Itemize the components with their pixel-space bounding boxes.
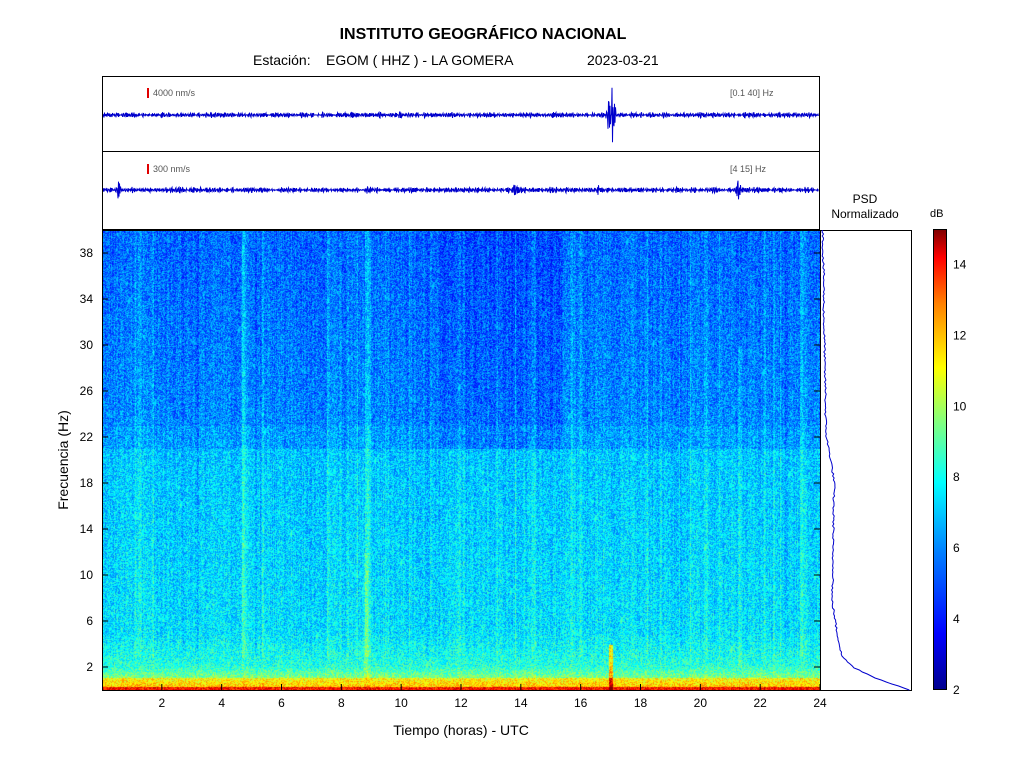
x-tick-label: 18 xyxy=(634,696,648,710)
y-axis-label: Frecuencia (Hz) xyxy=(55,410,71,510)
psd-curve xyxy=(821,230,910,691)
colorbar-tick-label: 12 xyxy=(953,328,967,342)
colorbar-tick-label: 6 xyxy=(953,541,960,555)
colorbar-ticks: 2 4 6 8 10 12 14 xyxy=(953,257,967,697)
colorbar-tick-label: 2 xyxy=(953,683,960,697)
x-tick-label: 4 xyxy=(218,696,225,710)
y-tick-label: 14 xyxy=(80,522,94,536)
x-tick-label: 24 xyxy=(813,696,827,710)
amplitude-label: 4000 nm/s xyxy=(153,88,196,98)
x-tick-label: 10 xyxy=(394,696,408,710)
trace-panel-broadband: 4000 nm/s [0.1 40] Hz xyxy=(102,76,820,152)
colorbar xyxy=(933,229,947,690)
trace-waveform-filtered xyxy=(103,180,819,200)
y-tick-label: 22 xyxy=(80,430,94,444)
amplitude-scale-bar xyxy=(147,164,149,174)
psd-panel xyxy=(820,230,912,691)
colorbar-tick-label: 4 xyxy=(953,612,960,626)
y-tick-label: 34 xyxy=(80,292,94,306)
station-label: Estación: xyxy=(253,52,311,68)
colorbar-tick-label: 8 xyxy=(953,470,960,484)
station-value: EGOM ( HHZ ) - LA GOMERA xyxy=(326,52,514,68)
y-tick-label: 2 xyxy=(86,660,93,674)
y-tick-label: 6 xyxy=(86,614,93,628)
y-tick-label: 38 xyxy=(80,246,94,260)
colorbar-tick-label: 14 xyxy=(953,257,967,271)
x-tick-label: 6 xyxy=(278,696,285,710)
x-axis-label: Tiempo (horas) - UTC xyxy=(393,722,529,738)
psd-title: PSD xyxy=(852,192,878,206)
x-tick-label: 12 xyxy=(454,696,468,710)
x-tick-label: 14 xyxy=(514,696,528,710)
trace-waveform-broadband xyxy=(103,87,819,143)
x-tick-label: 8 xyxy=(338,696,345,710)
date-label: 2023-03-21 xyxy=(587,52,659,68)
colorbar-tick-label: 10 xyxy=(953,399,967,413)
x-tick-label: 16 xyxy=(574,696,588,710)
y-tick-label: 10 xyxy=(80,568,94,582)
page-title: INSTITUTO GEOGRÁFICO NACIONAL xyxy=(339,26,627,43)
y-tick-label: 26 xyxy=(80,384,94,398)
colorbar-unit: dB xyxy=(930,208,944,220)
y-tick-label: 30 xyxy=(80,338,94,352)
x-tick-label: 20 xyxy=(694,696,708,710)
amplitude-label: 300 nm/s xyxy=(153,164,191,174)
band-label: [0.1 40] Hz xyxy=(730,88,774,98)
band-label: [4 15] Hz xyxy=(730,164,767,174)
y-tick-label: 18 xyxy=(80,476,94,490)
x-tick-label: 2 xyxy=(158,696,165,710)
psd-subtitle: Normalizado xyxy=(831,207,899,221)
amplitude-scale-bar xyxy=(147,88,149,98)
spectrogram-heatmap xyxy=(102,230,820,691)
x-tick-label: 22 xyxy=(753,696,767,710)
trace-panel-filtered: 300 nm/s [4 15] Hz xyxy=(102,152,820,230)
